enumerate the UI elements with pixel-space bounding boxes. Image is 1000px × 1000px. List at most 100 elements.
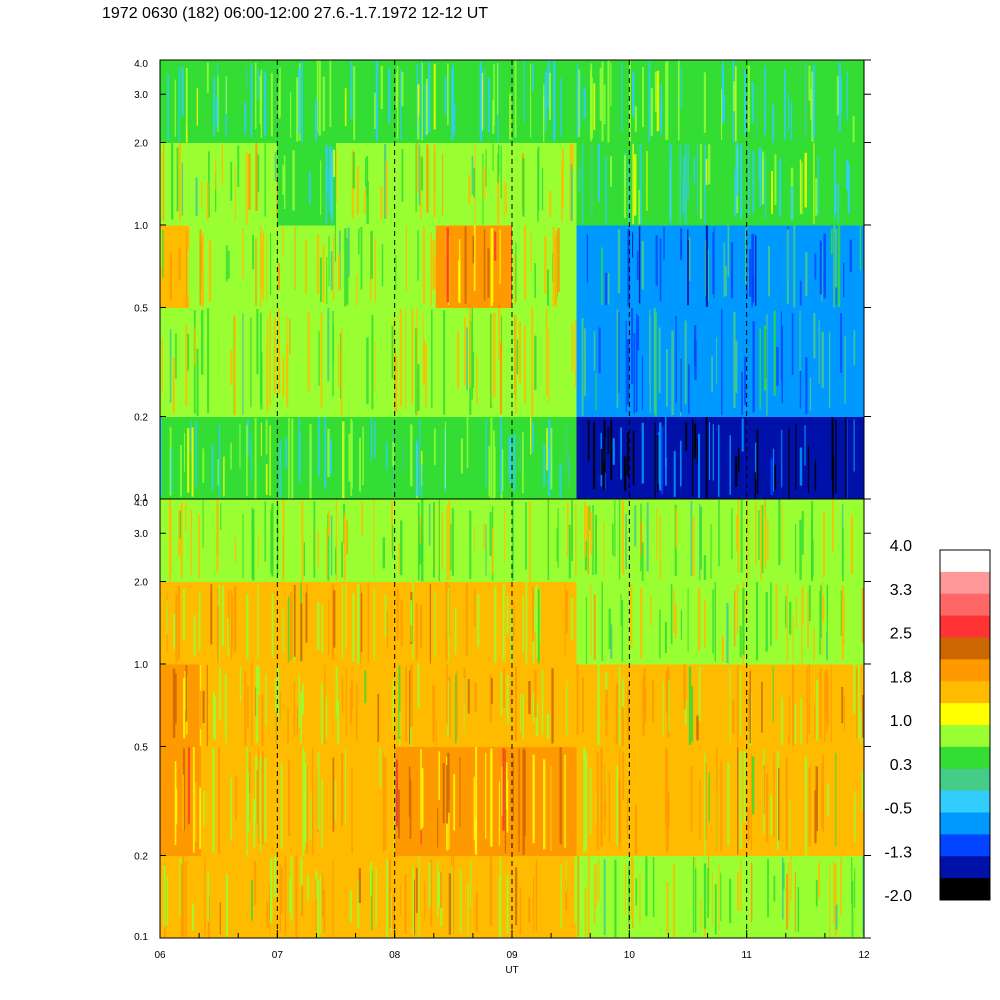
top-streak — [661, 426, 664, 495]
top-streak — [392, 441, 395, 467]
bottom-streak — [269, 884, 271, 934]
top-streak — [169, 427, 172, 496]
bottom-streak — [565, 858, 567, 892]
top-streak — [773, 310, 776, 396]
top-streak — [746, 228, 748, 299]
bottom-streak — [442, 762, 445, 824]
top-cell-6-1 — [512, 307, 578, 418]
bottom-streak — [233, 588, 236, 624]
bottom-streak — [760, 504, 763, 581]
top-streak — [673, 451, 676, 497]
bottom-streak — [173, 613, 176, 650]
top-streak — [607, 272, 610, 305]
bottom-streak — [662, 681, 664, 737]
bottom-streak — [584, 887, 587, 937]
top-streak — [500, 417, 503, 494]
bottom-streak — [341, 753, 344, 827]
bottom-streak — [295, 856, 298, 938]
bottom-streak — [802, 585, 804, 626]
top-streak — [859, 225, 862, 271]
top-streak — [795, 423, 797, 490]
top-cell-5-0 — [435, 416, 513, 499]
bottom-cell-2-0 — [394, 855, 578, 938]
top-streak — [735, 456, 738, 487]
top-streak — [200, 181, 203, 208]
bottom-streak — [454, 608, 457, 655]
bottom-streak — [474, 682, 477, 712]
top-streak — [483, 67, 485, 132]
bottom-streak — [735, 514, 738, 551]
colorbar-swatch — [940, 659, 990, 682]
top-streak — [444, 421, 446, 489]
top-streak — [670, 145, 672, 223]
colorbar-swatch — [940, 571, 990, 595]
top-streak — [767, 246, 770, 297]
top-streak — [447, 63, 449, 126]
top-streak — [360, 226, 363, 290]
top-streak — [664, 417, 667, 467]
top-streak — [463, 317, 467, 386]
top-streak — [601, 247, 603, 305]
top-streak — [744, 70, 747, 134]
top-streak — [650, 87, 653, 136]
top-streak — [846, 418, 848, 499]
top-streak — [466, 416, 469, 469]
top-streak — [279, 440, 282, 498]
bottom-streak — [566, 502, 569, 558]
top-streak — [623, 456, 627, 491]
top-streak — [329, 439, 332, 475]
top-streak — [571, 323, 574, 373]
top-streak — [638, 226, 641, 304]
bottom-streak — [270, 857, 273, 924]
top-streak — [639, 143, 642, 225]
top-streak — [490, 228, 493, 307]
bottom-streak — [296, 706, 299, 735]
top-streak — [625, 320, 627, 412]
bottom-streak — [190, 510, 193, 576]
top-streak — [766, 314, 768, 416]
bottom-streak — [456, 670, 458, 739]
top-streak — [805, 357, 808, 414]
bottom-streak — [640, 521, 643, 557]
bottom-streak — [620, 594, 622, 626]
top-streak — [587, 419, 590, 461]
top-streak — [519, 435, 521, 473]
top-streak — [515, 314, 517, 414]
top-streak — [422, 313, 424, 387]
bottom-streak — [598, 858, 600, 902]
top-streak — [534, 263, 536, 299]
top-streak — [230, 162, 233, 201]
bottom-cell-2-2 — [394, 663, 578, 747]
bottom-streak — [253, 798, 256, 848]
top-streak — [163, 143, 165, 221]
bottom-streak — [459, 756, 461, 828]
top-cell-2-1 — [218, 307, 278, 418]
top-streak — [172, 357, 175, 414]
bottom-streak — [614, 500, 616, 557]
bottom-streak — [307, 875, 310, 901]
top-streak — [329, 60, 332, 127]
top-streak — [634, 106, 637, 132]
bottom-streak — [537, 589, 540, 664]
top-streak — [374, 342, 376, 391]
xtick-label: 11 — [741, 950, 752, 961]
bottom-streak — [652, 857, 655, 917]
top-streak — [799, 310, 801, 407]
bottom-streak — [564, 582, 566, 657]
bottom-streak — [687, 587, 689, 652]
top-streak — [245, 151, 248, 225]
bottom-streak — [593, 594, 596, 660]
top-streak — [431, 309, 433, 409]
bottom-streak — [565, 878, 568, 911]
bottom-streak — [477, 594, 480, 647]
top-streak — [499, 229, 501, 284]
top-streak — [292, 150, 295, 211]
bottom-streak — [369, 862, 372, 896]
bottom-streak — [179, 858, 182, 917]
bottom-streak — [304, 763, 307, 843]
top-streak — [853, 419, 855, 472]
bottom-streak — [851, 857, 853, 905]
top-streak — [501, 315, 503, 353]
bottom-streak — [438, 871, 441, 908]
top-streak — [501, 449, 504, 492]
